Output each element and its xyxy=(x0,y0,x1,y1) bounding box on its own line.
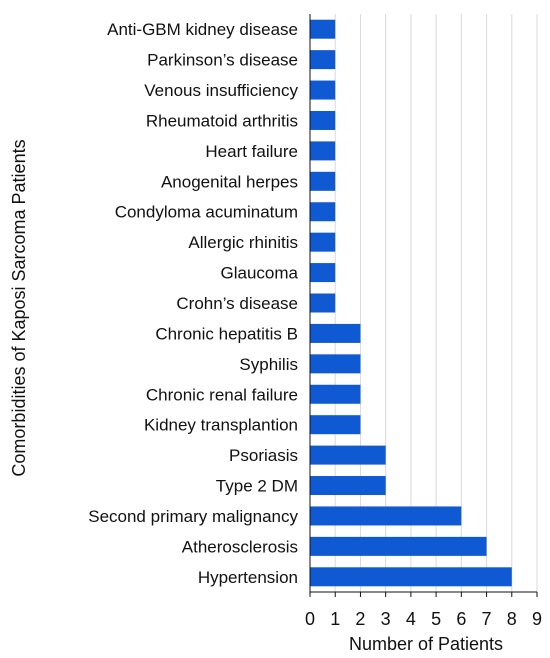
x-axis-title: Number of Patients xyxy=(349,634,503,654)
x-tick-label: 1 xyxy=(330,609,340,629)
category-label: Anogenital herpes xyxy=(161,172,298,191)
x-tick-label: 2 xyxy=(355,609,365,629)
category-labels: Anti-GBM kidney disease Parkinson’s disea… xyxy=(88,20,298,587)
x-tick-label: 4 xyxy=(406,609,416,629)
bar xyxy=(310,323,361,343)
category-label: Chronic renal failure xyxy=(146,385,298,404)
category-label: Type 2 DM xyxy=(216,477,298,496)
category-label: Psoriasis xyxy=(229,446,298,465)
bar xyxy=(310,476,386,496)
bar xyxy=(310,506,462,526)
bar xyxy=(310,50,336,70)
bar xyxy=(310,202,336,222)
category-label: Second primary malignancy xyxy=(88,507,298,526)
bar xyxy=(310,293,336,313)
x-tick-label: 8 xyxy=(507,609,517,629)
bars xyxy=(310,19,512,587)
x-tick-label: 6 xyxy=(456,609,466,629)
category-label: Anti-GBM kidney disease xyxy=(107,20,298,39)
gridlines xyxy=(334,14,538,592)
bar xyxy=(310,536,487,556)
bar xyxy=(310,415,361,435)
x-tick-label: 9 xyxy=(532,609,542,629)
x-tick-label: 3 xyxy=(381,609,391,629)
bar xyxy=(310,263,336,283)
x-tick-label: 7 xyxy=(482,609,492,629)
category-label: Syphilis xyxy=(239,355,298,374)
category-label: Parkinson’s disease xyxy=(147,51,298,70)
bar xyxy=(310,171,336,191)
category-label: Heart failure xyxy=(205,142,298,161)
x-tick-label: 0 xyxy=(305,609,315,629)
bar xyxy=(310,567,512,587)
category-label: Condyloma acuminatum xyxy=(115,203,298,222)
y-axis-title: Comorbidities of Kaposi Sarcoma Patients xyxy=(9,139,29,476)
bar xyxy=(310,19,336,39)
category-label: Allergic rhinitis xyxy=(188,233,298,252)
category-label: Chronic hepatitis B xyxy=(155,324,298,343)
bar xyxy=(310,354,361,374)
bar xyxy=(310,110,336,130)
category-label: Hypertension xyxy=(198,568,298,587)
category-label: Rheumatoid arthritis xyxy=(146,111,298,130)
bar xyxy=(310,141,336,161)
x-tick-label: 5 xyxy=(431,609,441,629)
category-label: Venous insufficiency xyxy=(144,81,298,100)
bar xyxy=(310,232,336,252)
category-label: Kidney transplantion xyxy=(144,416,298,435)
category-label: Crohn’s disease xyxy=(176,294,298,313)
bar xyxy=(310,80,336,100)
category-label: Glaucoma xyxy=(221,264,299,283)
category-label: Atherosclerosis xyxy=(182,537,298,556)
bar xyxy=(310,445,386,465)
bar xyxy=(310,384,361,404)
